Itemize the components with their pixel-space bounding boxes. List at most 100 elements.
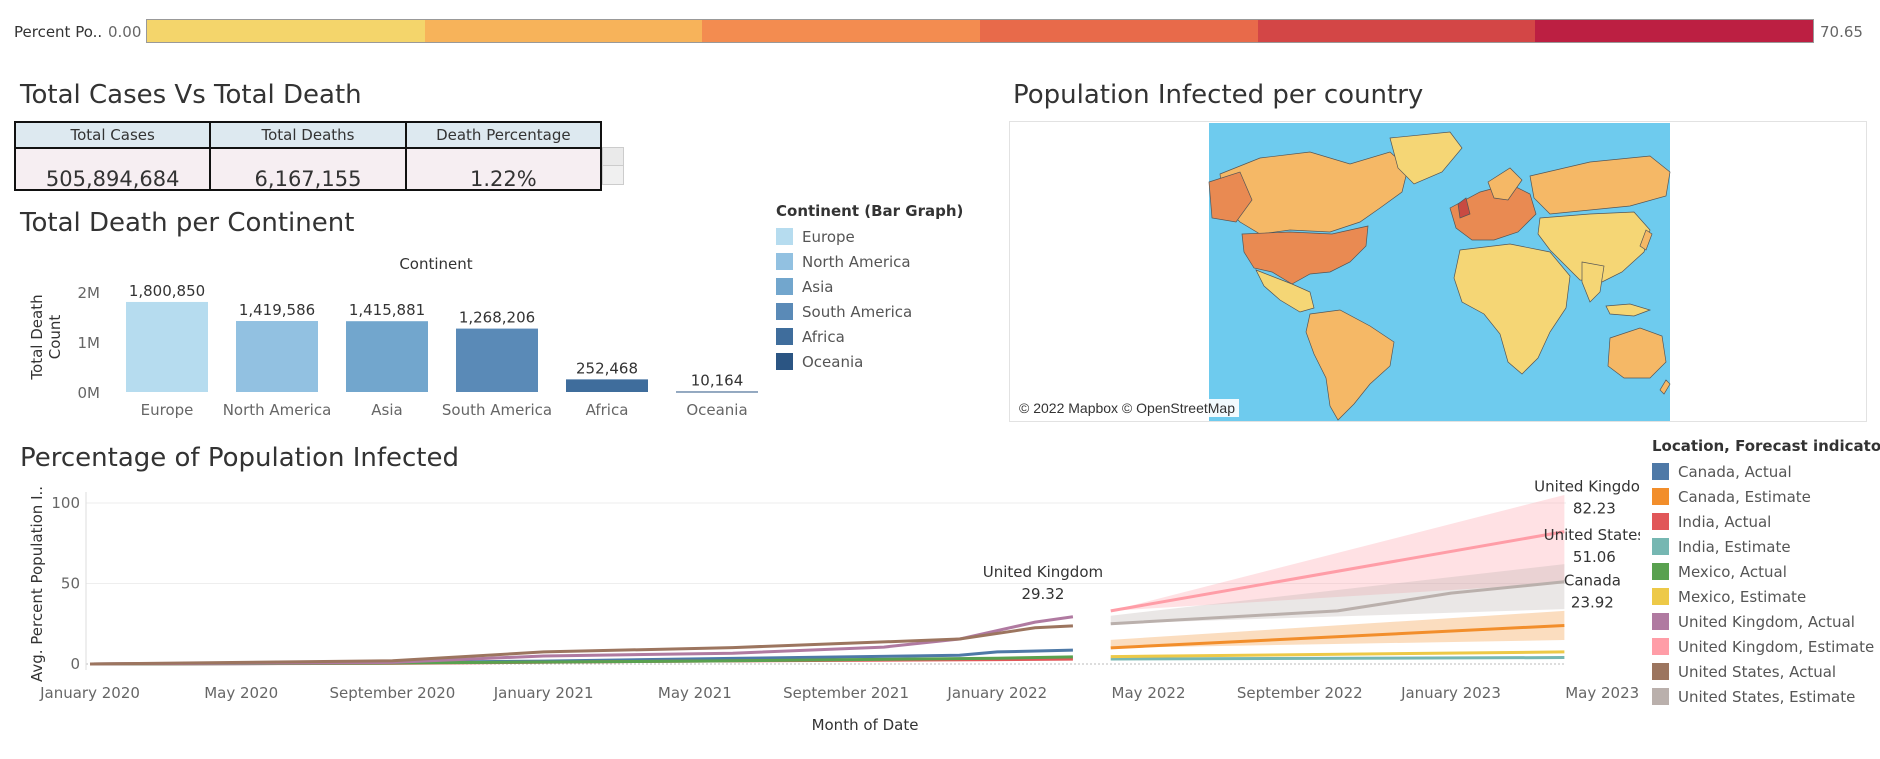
world-map[interactable] [1010, 122, 1868, 423]
line-x-tick: May 2021 [658, 684, 732, 702]
annotation-value: 29.32 [1021, 585, 1064, 603]
map-frame[interactable] [1009, 121, 1867, 422]
continent-x-tick: Europe [141, 401, 194, 419]
legend-label: Asia [802, 277, 834, 296]
continent-legend-item[interactable]: North America [776, 249, 963, 274]
continent-x-tick: Oceania [686, 401, 747, 419]
annotation-value: 23.92 [1571, 593, 1614, 611]
line-legend-item[interactable]: Canada, Actual [1652, 459, 1880, 484]
line-x-tick: January 2020 [39, 684, 140, 702]
line-y-tick: 0 [70, 655, 80, 673]
continent-bar-value-label: 252,468 [576, 359, 638, 377]
japan-shape[interactable] [1639, 229, 1653, 251]
alaska-shape[interactable] [1208, 171, 1253, 223]
annotation-value: 82.23 [1573, 500, 1616, 518]
series-line[interactable] [1110, 580, 1565, 626]
line-legend-item[interactable]: Canada, Estimate [1652, 484, 1880, 509]
greenland-shape[interactable] [1389, 131, 1463, 185]
kpi-scrollbar[interactable] [602, 147, 624, 185]
map-title: Population Infected per country [1013, 80, 1424, 110]
legend-label: Africa [802, 327, 845, 346]
scandinavia-shape[interactable] [1487, 167, 1523, 201]
kpi-header-total-cases[interactable]: Total Cases [13, 121, 212, 149]
continent-bar[interactable] [566, 379, 648, 392]
series-line[interactable] [89, 615, 1074, 666]
africa-shape[interactable] [1453, 243, 1571, 375]
line-legend-item[interactable]: India, Actual [1652, 509, 1880, 534]
annotation-value: 51.06 [1573, 548, 1616, 566]
continent-y-axis-label: Total DeathCount [28, 294, 64, 380]
kpi-header-death-percentage[interactable]: Death Percentage [404, 121, 603, 149]
series-line[interactable] [1110, 530, 1565, 613]
continent-legend-item[interactable]: Oceania [776, 349, 963, 374]
legend-label: Canada, Estimate [1678, 487, 1811, 506]
continent-bar-value-label: 1,419,586 [239, 301, 315, 319]
continent-bar[interactable] [456, 328, 538, 392]
line-x-tick: January 2022 [946, 684, 1047, 702]
color-legend-segment[interactable] [702, 20, 981, 42]
continent-legend-item[interactable]: Africa [776, 324, 963, 349]
canada-shape[interactable] [1219, 151, 1409, 235]
continent-x-tick: Asia [371, 401, 402, 419]
russia-shape[interactable] [1529, 155, 1671, 215]
legend-swatch [1652, 463, 1669, 480]
legend-label: United Kingdom, Actual [1678, 612, 1855, 631]
usa-shape[interactable] [1241, 225, 1369, 285]
legend-swatch [1652, 488, 1669, 505]
continent-bar-value-label: 1,800,850 [129, 282, 205, 300]
line-legend-item[interactable]: India, Estimate [1652, 534, 1880, 559]
legend-label: Europe [802, 227, 855, 246]
color-legend-segment[interactable] [1535, 20, 1814, 42]
color-legend-segment[interactable] [424, 20, 703, 42]
color-legend-bar[interactable] [146, 19, 1814, 43]
continent-bar[interactable] [676, 391, 758, 393]
kpi-header-total-deaths[interactable]: Total Deaths [209, 121, 407, 149]
mexico-shape[interactable] [1255, 269, 1315, 313]
continent-legend-item[interactable]: Europe [776, 224, 963, 249]
color-legend-segment[interactable] [980, 20, 1258, 42]
line-chart-title: Percentage of Population Infected [20, 443, 460, 473]
line-y-tick: 100 [51, 494, 80, 512]
series-line[interactable] [89, 624, 1074, 666]
line-legend: Location, Forecast indicator Canada, Act… [1652, 437, 1880, 709]
scroll-up-arrow[interactable] [603, 148, 623, 166]
line-legend-item[interactable]: Mexico, Estimate [1652, 584, 1880, 609]
color-legend-segment[interactable] [147, 20, 425, 42]
australia-shape[interactable] [1607, 327, 1667, 379]
line-legend-item[interactable]: United States, Actual [1652, 659, 1880, 684]
continent-bar[interactable] [126, 301, 208, 392]
legend-swatch [1652, 563, 1669, 580]
asia-shape[interactable] [1537, 211, 1651, 283]
annotation-label: United Kingdom [1534, 480, 1640, 496]
india-shape[interactable] [1581, 261, 1605, 303]
continent-axis-header: Continent [399, 255, 472, 273]
series-line[interactable] [1110, 650, 1565, 659]
line-legend-item[interactable]: United States, Estimate [1652, 684, 1880, 709]
continent-legend-item[interactable]: South America [776, 299, 963, 324]
uk-shape[interactable] [1457, 197, 1471, 219]
continent-legend-item[interactable]: Asia [776, 274, 963, 299]
line-legend-item[interactable]: United Kingdom, Actual [1652, 609, 1880, 634]
annotation-label: Canada [1564, 571, 1621, 589]
color-legend-segment[interactable] [1257, 20, 1536, 42]
indonesia-shape[interactable] [1605, 303, 1652, 317]
line-legend-item[interactable]: United Kingdom, Estimate [1652, 634, 1880, 659]
south-america-shape[interactable] [1305, 309, 1395, 421]
line-x-tick: September 2021 [783, 684, 909, 702]
map-attribution[interactable]: © 2022 Mapbox © OpenStreetMap [1015, 399, 1239, 417]
line-legend-item[interactable]: Mexico, Actual [1652, 559, 1880, 584]
series-line[interactable] [1110, 623, 1565, 650]
line-x-tick: January 2023 [1400, 684, 1501, 702]
continent-bar[interactable] [236, 321, 318, 392]
legend-swatch [1652, 513, 1669, 530]
legend-label: Mexico, Estimate [1678, 587, 1807, 606]
line-x-tick: May 2022 [1112, 684, 1186, 702]
legend-label: United States, Estimate [1678, 687, 1856, 706]
continent-legend: Continent (Bar Graph) Europe North Americ… [776, 202, 963, 374]
continent-x-tick: Africa [586, 401, 629, 419]
line-x-tick: May 2020 [204, 684, 278, 702]
series-line[interactable] [1110, 656, 1565, 661]
legend-swatch [776, 228, 793, 245]
new-zealand-shape[interactable] [1659, 379, 1671, 395]
continent-bar[interactable] [346, 321, 428, 392]
